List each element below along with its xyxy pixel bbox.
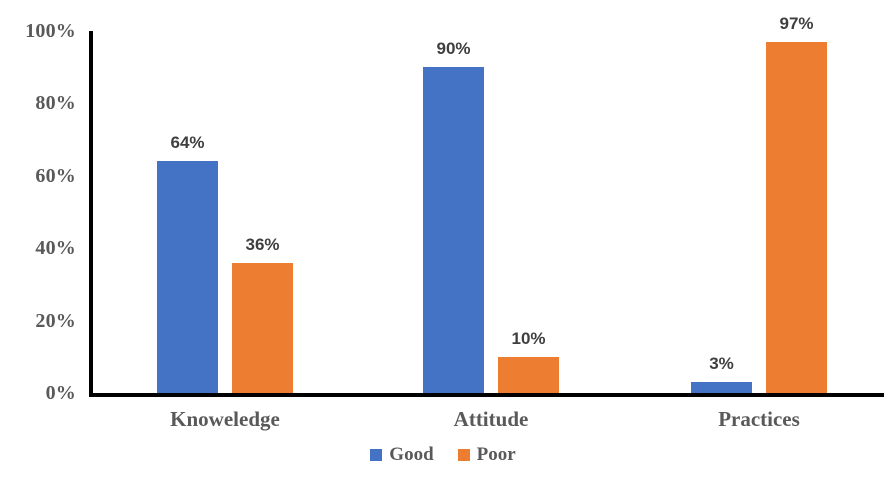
bar-value-label: 64%: [170, 133, 205, 153]
y-tick-label: 100%: [25, 20, 76, 42]
y-tick-label: 0%: [45, 382, 76, 404]
bar-poor-knoweledge: [232, 262, 293, 393]
legend-swatch-icon: [370, 449, 383, 461]
legend: Good Poor: [0, 444, 886, 466]
y-tick-label: 60%: [35, 164, 76, 187]
bar-good-attitude: [423, 67, 484, 393]
legend-item-poor: Poor: [457, 444, 516, 466]
bar-value-label: 90%: [436, 39, 471, 59]
bar-value-label: 97%: [779, 13, 814, 33]
bar-good-practices: [691, 382, 752, 393]
y-tick-label: 40%: [35, 237, 76, 260]
legend-item-good: Good: [370, 444, 434, 466]
x-axis-line: [89, 393, 884, 397]
y-axis-line: [89, 31, 93, 397]
category-label-attitude: Attitude: [453, 407, 529, 431]
y-tick-label: 20%: [35, 309, 76, 332]
legend-label: Good: [389, 444, 434, 465]
y-tick-label: 80%: [35, 92, 76, 115]
bar-poor-practices: [766, 41, 827, 393]
bar-good-knoweledge: [157, 161, 218, 393]
bar-value-label: 36%: [245, 234, 280, 254]
bar-poor-attitude: [498, 356, 559, 393]
legend-swatch-icon: [457, 449, 470, 461]
bar-value-label: 10%: [511, 328, 546, 348]
legend-label: Poor: [476, 444, 516, 465]
bar-value-label: 3%: [709, 354, 734, 374]
category-label-knoweledge: Knoweledge: [170, 407, 280, 431]
category-label-practices: Practices: [718, 407, 800, 431]
